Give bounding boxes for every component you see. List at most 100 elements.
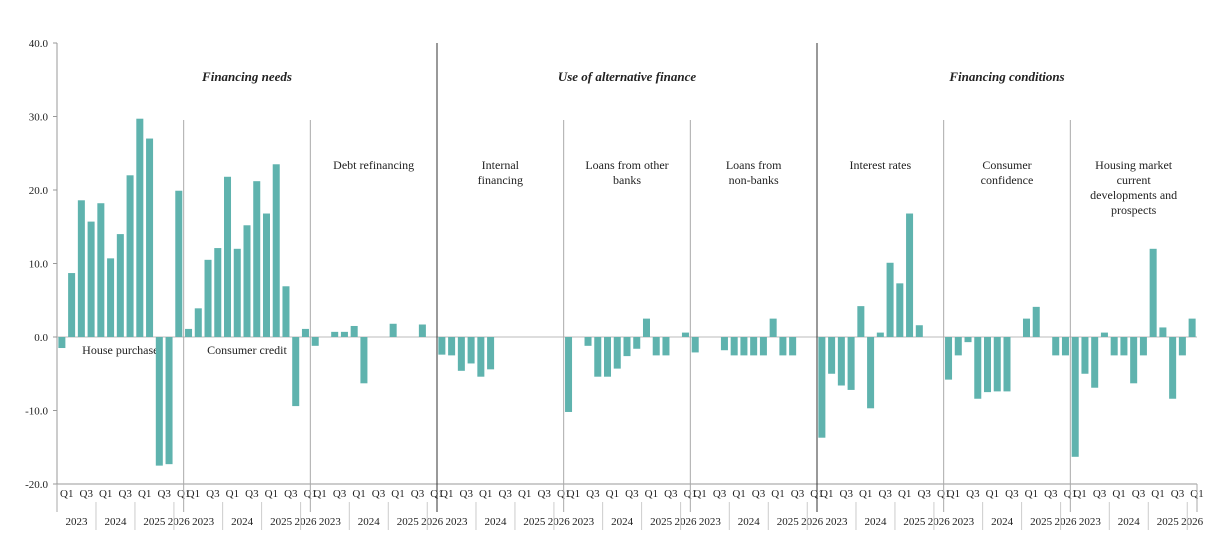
bar — [350, 325, 358, 337]
bar — [340, 331, 348, 337]
bar — [262, 213, 270, 337]
bar — [954, 337, 962, 356]
bar — [740, 337, 748, 356]
bar — [331, 331, 339, 337]
bar — [876, 332, 884, 337]
x-tick-label: Q1 — [947, 488, 960, 500]
bar — [116, 234, 124, 337]
bar — [857, 306, 865, 337]
x-year-label: 2026 — [928, 516, 951, 528]
bar — [1091, 337, 1099, 388]
x-tick-label: Q1 — [518, 488, 531, 500]
bar — [253, 181, 261, 337]
panel-label: Housing market — [1095, 158, 1173, 172]
x-tick-label: Q3 — [284, 488, 298, 500]
panel-label: banks — [613, 173, 641, 187]
x-tick-label: Q1 — [138, 488, 151, 500]
panel-label: current — [1117, 173, 1152, 187]
x-tick-label: Q3 — [625, 488, 639, 500]
bar — [146, 138, 154, 337]
x-tick-label: Q1 — [898, 488, 911, 500]
x-tick-label: Q3 — [791, 488, 805, 500]
bar — [107, 258, 115, 337]
bar — [642, 318, 650, 337]
bar — [633, 337, 641, 349]
x-tick-label: Q1 — [313, 488, 326, 500]
x-tick-label: Q1 — [986, 488, 999, 500]
x-tick-label: Q1 — [265, 488, 278, 500]
x-tick-label: Q3 — [411, 488, 425, 500]
bar — [1149, 248, 1157, 337]
bar — [1081, 337, 1089, 374]
bar — [292, 337, 300, 407]
y-tick-label: 20.0 — [29, 185, 49, 197]
x-year-label: 2025 — [777, 516, 800, 528]
x-tick-label: Q1 — [60, 488, 73, 500]
x-year-label: 2024 — [738, 516, 761, 528]
x-tick-label: Q1 — [99, 488, 112, 500]
x-year-label: 2025 — [523, 516, 546, 528]
bar — [214, 248, 222, 337]
x-tick-label: Q1 — [440, 488, 453, 500]
bar — [243, 225, 251, 337]
bar — [886, 262, 894, 337]
bar — [681, 332, 689, 337]
x-tick-label: Q3 — [1093, 488, 1107, 500]
bar — [58, 337, 66, 349]
bar — [1071, 337, 1079, 457]
panel-label: prospects — [1111, 203, 1157, 217]
bar — [448, 337, 456, 356]
bar — [1100, 332, 1108, 337]
bar — [438, 337, 446, 355]
x-year-label: 2026 — [1181, 516, 1204, 528]
x-year-label: 2023 — [1079, 516, 1102, 528]
x-tick-label: Q3 — [840, 488, 854, 500]
bar — [915, 325, 923, 337]
x-tick-label: Q1 — [859, 488, 872, 500]
bar — [467, 337, 475, 364]
panel-label: Interest rates — [850, 158, 912, 172]
bar — [1032, 306, 1040, 337]
bar — [613, 337, 621, 369]
x-tick-label: Q3 — [1171, 488, 1185, 500]
bar — [818, 337, 826, 438]
bar — [272, 164, 280, 337]
panel-label: Internal — [482, 158, 520, 172]
x-tick-label: Q3 — [498, 488, 512, 500]
bar — [457, 337, 465, 371]
group-title: Financing conditions — [948, 69, 1064, 84]
x-tick-label: Q3 — [1044, 488, 1058, 500]
panel-label: confidence — [981, 173, 1034, 187]
bar — [194, 308, 202, 337]
bar — [155, 337, 163, 466]
bar — [126, 175, 134, 337]
x-year-label: 2024 — [1118, 516, 1141, 528]
bar — [945, 337, 953, 380]
x-tick-label: Q3 — [713, 488, 727, 500]
bar — [1120, 337, 1128, 356]
bar — [1159, 327, 1167, 337]
x-tick-label: Q1 — [187, 488, 200, 500]
x-year-label: 2024 — [484, 516, 507, 528]
bar — [1169, 337, 1177, 399]
x-tick-label: Q3 — [372, 488, 386, 500]
bar — [68, 273, 76, 337]
bar — [837, 337, 845, 386]
x-year-label: 2024 — [104, 516, 127, 528]
x-year-label: 2025 — [650, 516, 673, 528]
bar — [750, 337, 758, 356]
x-tick-label: Q1 — [1112, 488, 1125, 500]
x-year-label: 2025 — [1157, 516, 1180, 528]
bar — [477, 337, 485, 377]
bar — [87, 221, 95, 337]
y-tick-label: 10.0 — [29, 259, 49, 271]
x-tick-label: Q1 — [352, 488, 365, 500]
x-year-label: 2025 — [903, 516, 926, 528]
x-tick-label: Q1 — [732, 488, 745, 500]
x-year-label: 2025 — [143, 516, 166, 528]
bar — [993, 337, 1001, 392]
bar — [565, 337, 573, 412]
x-year-label: 2023 — [445, 516, 468, 528]
bar — [418, 324, 426, 337]
bar — [828, 337, 836, 374]
